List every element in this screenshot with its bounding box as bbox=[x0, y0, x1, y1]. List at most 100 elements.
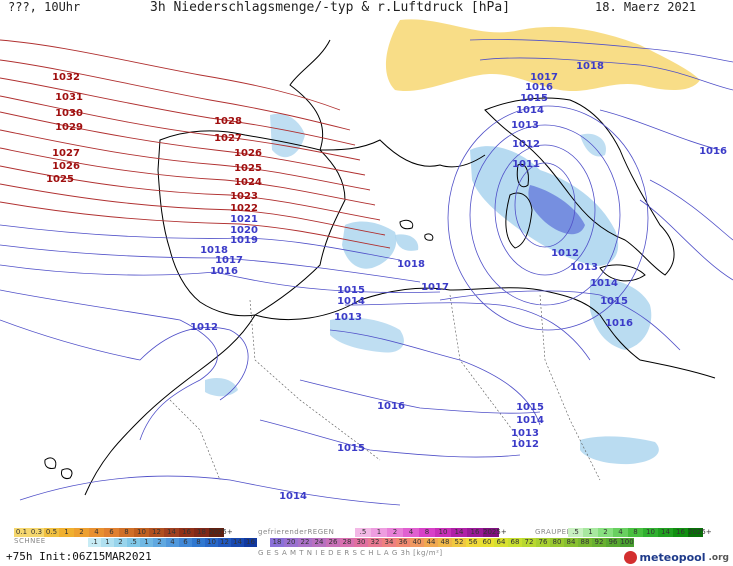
legend-swatch: 2 bbox=[387, 528, 403, 537]
legend-swatch: 40 bbox=[410, 538, 424, 547]
precip-alps-yellow bbox=[385, 19, 700, 92]
legend-snow-scale: .1 1 2.5 1 2 4 6 8 10 12 14 16 bbox=[88, 538, 257, 547]
isobar-label: 1027 bbox=[52, 148, 80, 159]
isobar-label: 1014 bbox=[516, 105, 544, 116]
legend-swatch: 1 bbox=[59, 528, 74, 537]
legend-freezing-scale: .5 1 2 4 8 10 14 16 2025+ bbox=[355, 528, 507, 537]
legend-swatch: .5 bbox=[568, 528, 583, 537]
isobar-label: 1012 bbox=[551, 248, 579, 259]
isobar-label: 1015 bbox=[520, 93, 548, 104]
legend-swatch: 64 bbox=[494, 538, 508, 547]
isobar-label: 1017 bbox=[215, 255, 243, 266]
legend-swatch: 2 bbox=[114, 538, 127, 547]
legend-swatch: 72 bbox=[522, 538, 536, 547]
isobar-label: 1020 bbox=[230, 225, 258, 236]
legend-swatch: 4 bbox=[89, 528, 104, 537]
legend-swatch: 12 bbox=[149, 528, 164, 537]
precip-algeria bbox=[330, 317, 404, 353]
legend-swatch: 24 bbox=[312, 538, 326, 547]
legend-swatch: 14 bbox=[658, 528, 673, 537]
legend-swatch: 2025+ bbox=[209, 528, 233, 537]
legend-swatch: 80 bbox=[550, 538, 564, 547]
isobar-label: 1016 bbox=[525, 82, 553, 93]
legend-swatch: 92 bbox=[592, 538, 606, 547]
isobar-label: 1021 bbox=[230, 214, 258, 225]
legend-graupel-scale: .5 1 2 4 8 10 14 16 2025+ bbox=[568, 528, 712, 537]
legend-swatch: 16 bbox=[673, 528, 688, 537]
isobar-label: 1025 bbox=[46, 174, 74, 185]
legend-swatch: 8 bbox=[119, 528, 134, 537]
country-borders bbox=[169, 294, 601, 481]
isobar-label: 1014 bbox=[590, 278, 618, 289]
legend-swatch: 44 bbox=[424, 538, 438, 547]
coast-balearics bbox=[399, 219, 434, 241]
isobar-label: 1029 bbox=[55, 122, 83, 133]
isobar-label: 1025 bbox=[234, 163, 262, 174]
legend-swatch: 1 bbox=[583, 528, 598, 537]
isobar-label: 1031 bbox=[55, 92, 83, 103]
legend-rain-scale: 0.1 0.3 0.5 1 2 4 6 8 10 12 14 16 18 2025+ bbox=[14, 528, 233, 537]
legend-swatch: 76 bbox=[536, 538, 550, 547]
legend-swatch: 14 bbox=[164, 528, 179, 537]
isobar-label: 1018 bbox=[576, 61, 604, 72]
legend-swatch: 6 bbox=[104, 528, 119, 537]
legend-swatch: 14 bbox=[231, 538, 244, 547]
isobar-label: 1015 bbox=[600, 296, 628, 307]
weather-map: 1032 1031 1030 1029 1028 1027 1027 1026 1026 1025… bbox=[0, 19, 733, 506]
legend-swatch: 10 bbox=[643, 528, 658, 537]
legend-swatch: 14 bbox=[451, 528, 467, 537]
isobar-label: 1026 bbox=[234, 148, 262, 159]
isobar-label: 1022 bbox=[230, 203, 258, 214]
isobar-label: 1023 bbox=[230, 191, 258, 202]
coast-iberia bbox=[157, 130, 346, 317]
legend-swatch: 10 bbox=[134, 528, 149, 537]
coast-sicily bbox=[599, 264, 646, 282]
legend-swatch: 2 bbox=[74, 528, 89, 537]
isobar-label: 1016 bbox=[377, 401, 405, 412]
legend-swatch: .5 bbox=[127, 538, 140, 547]
header-left: ???, 10Uhr bbox=[8, 0, 81, 14]
coastlines bbox=[44, 39, 716, 496]
isobar-label: 1014 bbox=[516, 415, 544, 426]
legend-swatch: .5 bbox=[355, 528, 371, 537]
isobar-label: 1032 bbox=[52, 72, 80, 83]
isobar-label: 1011 bbox=[512, 159, 540, 170]
isobar-label: 1012 bbox=[511, 439, 539, 450]
legend-swatch: 100 bbox=[620, 538, 634, 547]
legend-swatch: 0.1 bbox=[14, 528, 29, 537]
precip-biscay bbox=[270, 113, 305, 158]
isobar-label: 1013 bbox=[334, 312, 362, 323]
legend-swatch: 32 bbox=[368, 538, 382, 547]
legend: 0.1 0.3 0.5 1 2 4 6 8 10 12 14 16 18 2025+ gefrierend… bbox=[0, 524, 733, 566]
isobar-label: 1018 bbox=[200, 245, 228, 256]
isobar-labels: 1032 1031 1030 1029 1028 1027 1027 1026 1026 1025… bbox=[46, 61, 727, 502]
isobar-label: 1015 bbox=[516, 402, 544, 413]
brand-logo: meteopool .org bbox=[623, 551, 729, 564]
isobar-label: 1013 bbox=[511, 428, 539, 439]
precip-adriatic bbox=[580, 133, 606, 157]
coast-north-africa bbox=[254, 287, 716, 379]
precipitation-areas bbox=[205, 19, 700, 465]
run-info: +75h Init:06Z15MAR2021 bbox=[6, 550, 152, 563]
legend-swatch: 20 bbox=[284, 538, 298, 547]
legend-swatch: 60 bbox=[480, 538, 494, 547]
isobar-label: 1014 bbox=[337, 296, 365, 307]
isobar-label: 1018 bbox=[397, 259, 425, 270]
legend-swatch: 30 bbox=[354, 538, 368, 547]
legend-swatch: 56 bbox=[466, 538, 480, 547]
legend-swatch: 12 bbox=[218, 538, 231, 547]
legend-swatch: 34 bbox=[382, 538, 396, 547]
isobar-label: 1015 bbox=[337, 285, 365, 296]
legend-swatch: 52 bbox=[452, 538, 466, 547]
precip-libya bbox=[580, 436, 659, 465]
precip-gulf-lion bbox=[395, 234, 419, 251]
precip-morocco bbox=[205, 378, 238, 397]
legend-swatch: 18 bbox=[270, 538, 284, 547]
brand-suffix: .org bbox=[708, 552, 729, 563]
coast-morocco-atlantic bbox=[84, 314, 256, 496]
legend-swatch: 96 bbox=[606, 538, 620, 547]
legend-swatch: 1 bbox=[371, 528, 387, 537]
legend-swatch: 88 bbox=[578, 538, 592, 547]
precip-tyrrhenian-core bbox=[528, 185, 585, 235]
legend-graupel-label: GRAUPEL bbox=[535, 528, 571, 536]
